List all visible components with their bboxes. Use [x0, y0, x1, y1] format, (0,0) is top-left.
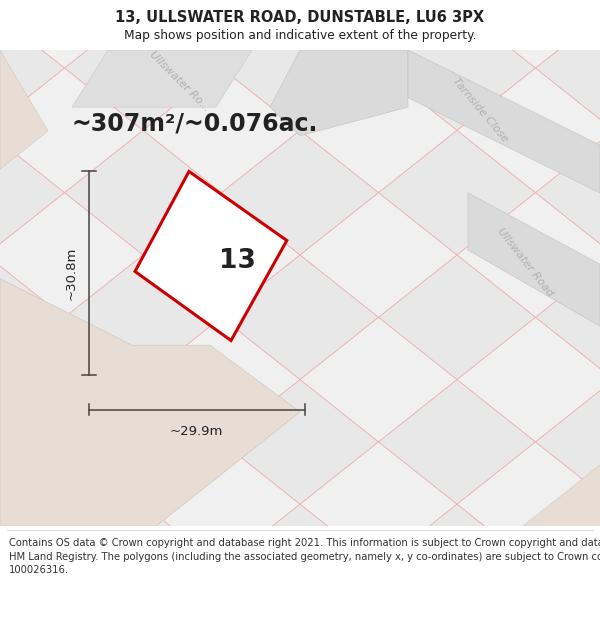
- Text: Contains OS data © Crown copyright and database right 2021. This information is : Contains OS data © Crown copyright and d…: [9, 538, 600, 575]
- Polygon shape: [143, 442, 300, 566]
- Polygon shape: [300, 192, 457, 318]
- Polygon shape: [0, 318, 143, 442]
- Polygon shape: [0, 0, 143, 68]
- Polygon shape: [300, 0, 457, 68]
- Polygon shape: [0, 130, 65, 255]
- Polygon shape: [535, 504, 600, 625]
- Polygon shape: [535, 255, 600, 379]
- Polygon shape: [457, 192, 600, 318]
- Polygon shape: [0, 504, 65, 625]
- Polygon shape: [72, 50, 252, 107]
- Polygon shape: [457, 68, 600, 192]
- Polygon shape: [468, 193, 600, 326]
- Polygon shape: [221, 379, 379, 504]
- Polygon shape: [300, 442, 457, 566]
- Polygon shape: [65, 6, 221, 130]
- Polygon shape: [379, 6, 535, 130]
- Text: 13: 13: [219, 248, 256, 274]
- Polygon shape: [300, 68, 457, 192]
- Polygon shape: [143, 192, 300, 318]
- Polygon shape: [0, 379, 65, 504]
- Polygon shape: [457, 318, 600, 442]
- Polygon shape: [221, 130, 379, 255]
- Text: Tarnside Close: Tarnside Close: [450, 76, 510, 144]
- Polygon shape: [457, 0, 600, 68]
- Polygon shape: [0, 255, 65, 379]
- Polygon shape: [0, 50, 48, 169]
- Text: ~30.8m: ~30.8m: [65, 246, 78, 300]
- Polygon shape: [221, 6, 379, 130]
- Polygon shape: [0, 192, 143, 318]
- Polygon shape: [221, 255, 379, 379]
- Text: Map shows position and indicative extent of the property.: Map shows position and indicative extent…: [124, 29, 476, 42]
- Polygon shape: [300, 318, 457, 442]
- Text: ~29.9m: ~29.9m: [170, 425, 223, 438]
- Text: ~307m²/~0.076ac.: ~307m²/~0.076ac.: [72, 112, 319, 136]
- Polygon shape: [143, 0, 300, 68]
- Polygon shape: [65, 130, 221, 255]
- Polygon shape: [535, 6, 600, 130]
- Polygon shape: [65, 504, 221, 625]
- Polygon shape: [379, 379, 535, 504]
- Polygon shape: [408, 50, 600, 193]
- Polygon shape: [379, 130, 535, 255]
- Polygon shape: [379, 504, 535, 625]
- Polygon shape: [0, 279, 300, 526]
- Polygon shape: [535, 130, 600, 255]
- Polygon shape: [535, 379, 600, 504]
- Polygon shape: [0, 68, 143, 192]
- Polygon shape: [0, 442, 143, 566]
- Polygon shape: [379, 255, 535, 379]
- Polygon shape: [221, 504, 379, 625]
- Polygon shape: [143, 68, 300, 192]
- Polygon shape: [65, 379, 221, 504]
- Polygon shape: [65, 255, 221, 379]
- Text: 13, ULLSWATER ROAD, DUNSTABLE, LU6 3PX: 13, ULLSWATER ROAD, DUNSTABLE, LU6 3PX: [115, 10, 485, 25]
- Polygon shape: [143, 318, 300, 442]
- Polygon shape: [0, 6, 65, 130]
- Polygon shape: [522, 464, 600, 526]
- Text: Ullswater Road: Ullswater Road: [495, 226, 555, 298]
- Polygon shape: [135, 171, 287, 341]
- Polygon shape: [270, 50, 408, 136]
- Polygon shape: [457, 442, 600, 566]
- Text: Ullswater Ro...: Ullswater Ro...: [148, 49, 212, 113]
